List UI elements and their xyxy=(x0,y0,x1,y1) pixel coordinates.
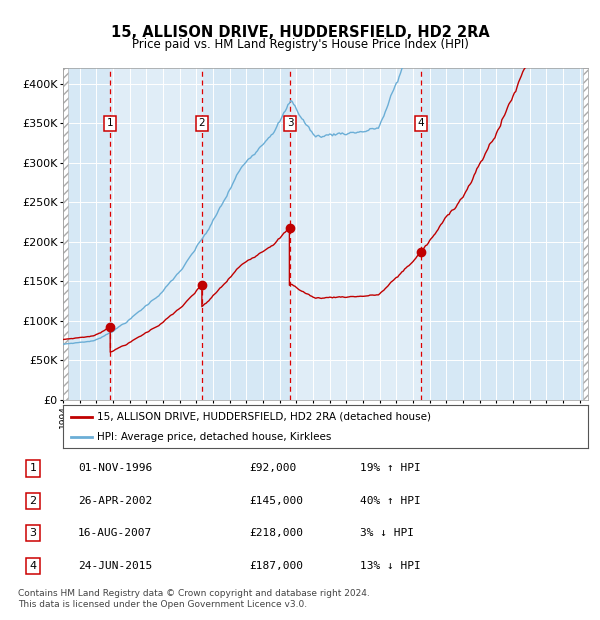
Text: Price paid vs. HM Land Registry's House Price Index (HPI): Price paid vs. HM Land Registry's House … xyxy=(131,38,469,51)
Text: £187,000: £187,000 xyxy=(249,560,303,570)
Text: Contains HM Land Registry data © Crown copyright and database right 2024.
This d: Contains HM Land Registry data © Crown c… xyxy=(18,589,370,609)
Text: 4: 4 xyxy=(418,118,424,128)
Text: £218,000: £218,000 xyxy=(249,528,303,538)
Text: 1: 1 xyxy=(29,464,37,474)
Bar xyxy=(63,68,68,400)
Text: 3% ↓ HPI: 3% ↓ HPI xyxy=(360,528,414,538)
Bar xyxy=(583,68,588,400)
Text: 16-AUG-2007: 16-AUG-2007 xyxy=(78,528,152,538)
Text: 3: 3 xyxy=(29,528,37,538)
Text: 4: 4 xyxy=(29,560,37,570)
Text: 1: 1 xyxy=(107,118,113,128)
Text: 24-JUN-2015: 24-JUN-2015 xyxy=(78,560,152,570)
Text: 3: 3 xyxy=(287,118,293,128)
Text: 26-APR-2002: 26-APR-2002 xyxy=(78,496,152,506)
Text: 13% ↓ HPI: 13% ↓ HPI xyxy=(360,560,421,570)
Text: HPI: Average price, detached house, Kirklees: HPI: Average price, detached house, Kirk… xyxy=(97,432,331,442)
Bar xyxy=(290,68,421,400)
Text: £145,000: £145,000 xyxy=(249,496,303,506)
Text: 19% ↑ HPI: 19% ↑ HPI xyxy=(360,464,421,474)
Text: 2: 2 xyxy=(29,496,37,506)
Bar xyxy=(110,68,202,400)
Text: 15, ALLISON DRIVE, HUDDERSFIELD, HD2 2RA (detached house): 15, ALLISON DRIVE, HUDDERSFIELD, HD2 2RA… xyxy=(97,412,431,422)
Text: 15, ALLISON DRIVE, HUDDERSFIELD, HD2 2RA: 15, ALLISON DRIVE, HUDDERSFIELD, HD2 2RA xyxy=(110,25,490,40)
Text: 01-NOV-1996: 01-NOV-1996 xyxy=(78,464,152,474)
Text: 40% ↑ HPI: 40% ↑ HPI xyxy=(360,496,421,506)
Text: 2: 2 xyxy=(199,118,205,128)
Text: £92,000: £92,000 xyxy=(249,464,296,474)
